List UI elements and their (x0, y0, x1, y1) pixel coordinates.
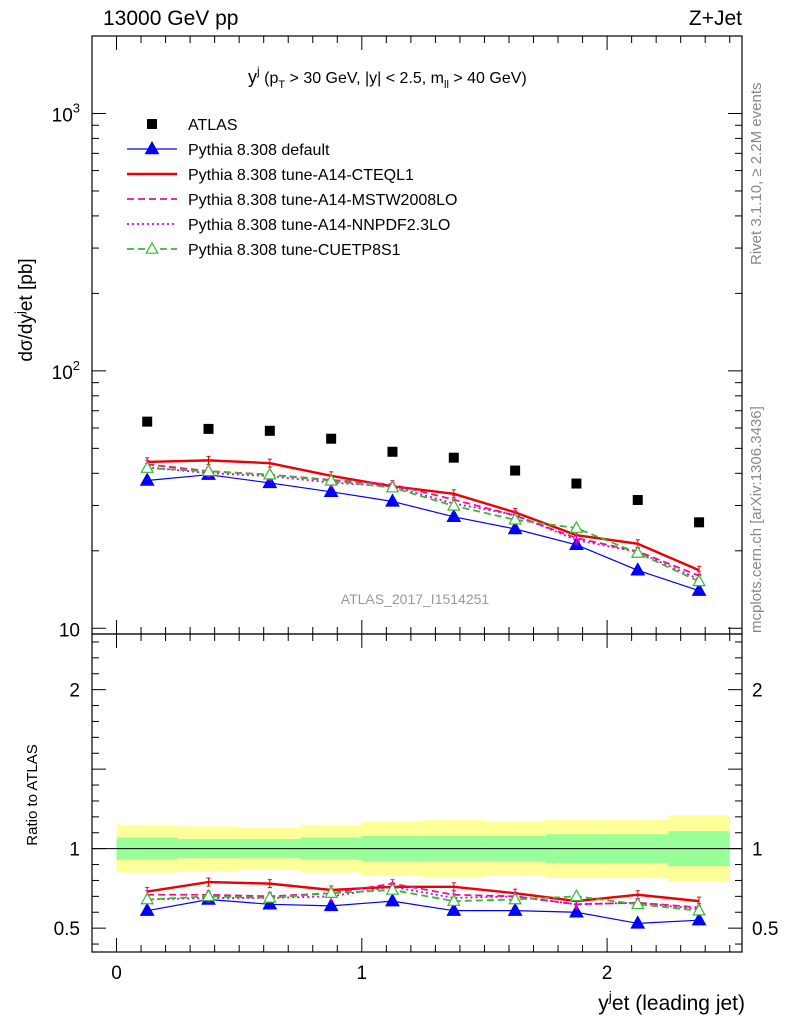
legend: ATLAS Pythia 8.308 default Pythia 8.308 tu… (127, 117, 457, 259)
ratio-tick-label-left: 0.5 (54, 919, 80, 940)
series-line-0 (147, 474, 700, 592)
ratio-tick-label-right: 1 (752, 840, 763, 861)
y-tick-label: 102 (52, 358, 80, 384)
marker-4 (324, 473, 338, 486)
marker-0 (385, 893, 400, 907)
axes: 0 1 2 10 102 103 0.5 0.5 1 1 2 2 (52, 35, 778, 984)
y-tick-label: 10 (59, 620, 80, 641)
legend-label: Pythia 8.308 tune-CUETP8S1 (188, 242, 401, 259)
legend-label: Pythia 8.308 default (188, 142, 330, 159)
header-left: 13000 GeV pp (103, 7, 238, 30)
data-point (387, 446, 398, 457)
legend-label: ATLAS (188, 117, 238, 134)
marker-0 (691, 582, 707, 596)
marker-0 (630, 562, 646, 576)
series-line-1 (147, 459, 700, 572)
legend-marker-atlas (147, 119, 157, 129)
legend-label: Pythia 8.308 tune-A14-MSTW2008LO (188, 192, 457, 209)
ratio-line-0 (147, 898, 700, 924)
marker-0 (507, 902, 523, 916)
data-point (571, 478, 582, 489)
series-line-4 (147, 467, 700, 583)
marker-0 (507, 520, 523, 535)
marker-0 (262, 896, 278, 910)
ratio-line-4 (147, 889, 700, 912)
ratio-tick-label-right: 0.5 (752, 919, 778, 940)
marker-4 (569, 888, 584, 902)
data-point (694, 517, 705, 528)
marker-4 (385, 480, 400, 493)
marker-0 (691, 912, 707, 926)
marker-0 (139, 472, 155, 486)
data-point (264, 425, 275, 436)
y-axis-label: dσ/dyjet [pb] (12, 258, 37, 361)
marker-4 (201, 463, 216, 477)
marker-4 (140, 892, 155, 905)
legend-marker (145, 241, 159, 254)
marker-0 (139, 902, 155, 916)
data-point (326, 433, 337, 444)
legend-label: Pythia 8.308 tune-A14-CTEQL1 (188, 167, 414, 184)
marker-0 (385, 493, 400, 507)
marker-4 (385, 882, 400, 895)
mcplots-info: mcplots.cern.ch [arXiv:1306.3436] (748, 406, 765, 633)
legend-label: Pythia 8.308 tune-A14-NNPDF2.3LO (188, 217, 450, 234)
marker-4 (630, 545, 645, 558)
ratio-frame (91, 633, 743, 953)
header-right: Z+Jet (689, 7, 742, 30)
y-tick-label: 103 (52, 100, 80, 126)
marker-4 (263, 890, 277, 903)
marker-4 (201, 888, 216, 902)
x-axis-label: yjet (leading jet) (598, 988, 745, 1015)
marker-4 (508, 512, 522, 525)
data-point (203, 423, 214, 434)
ratio-plot (139, 877, 707, 929)
marker-4 (140, 460, 155, 473)
marker-4 (324, 885, 338, 898)
analysis-watermark: ATLAS_2017_I1514251 (341, 591, 490, 607)
marker-0 (446, 508, 462, 523)
x-tick-label: 1 (357, 963, 368, 984)
marker-0 (323, 897, 339, 912)
marker-4 (508, 892, 522, 905)
rivet-info: Rivet 3.1.10, ≥ 2.2M events (748, 83, 765, 266)
x-tick-label: 2 (602, 963, 613, 984)
marker-4 (446, 498, 461, 511)
marker-4 (446, 893, 461, 906)
data-point (510, 465, 521, 476)
ratio-tick-label-left: 2 (69, 681, 80, 702)
main-plot (139, 416, 707, 596)
marker-0 (323, 483, 339, 498)
marker-0 (262, 474, 278, 489)
ratio-line-1 (147, 880, 700, 903)
marker-0 (569, 904, 584, 918)
data-point (448, 452, 459, 463)
plot-title: yj (pT > 30 GeV, |y| < 2.5, mll > 40 GeV… (248, 64, 527, 91)
marker-4 (569, 520, 584, 533)
ratio-uncertainty-bands (92, 815, 742, 883)
data-point (632, 495, 643, 506)
ratio-y-axis-label: Ratio to ATLAS (24, 744, 41, 845)
ratio-tick-label-right: 2 (752, 681, 763, 702)
marker-0 (446, 902, 462, 916)
ratio-tick-label-left: 1 (69, 840, 80, 861)
marker-4 (692, 903, 706, 916)
marker-4 (263, 467, 277, 480)
ratio-line-2 (147, 882, 700, 909)
x-tick-label: 0 (111, 963, 122, 984)
marker-0 (630, 915, 646, 929)
marker-4 (630, 896, 645, 910)
legend-marker (144, 140, 160, 155)
marker-4 (692, 574, 706, 587)
data-point (142, 416, 153, 427)
